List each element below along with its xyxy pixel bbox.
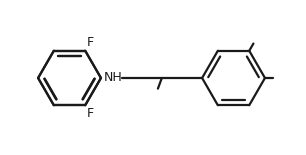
Text: F: F	[87, 107, 94, 120]
Text: NH: NH	[104, 71, 123, 84]
Text: F: F	[87, 36, 94, 49]
